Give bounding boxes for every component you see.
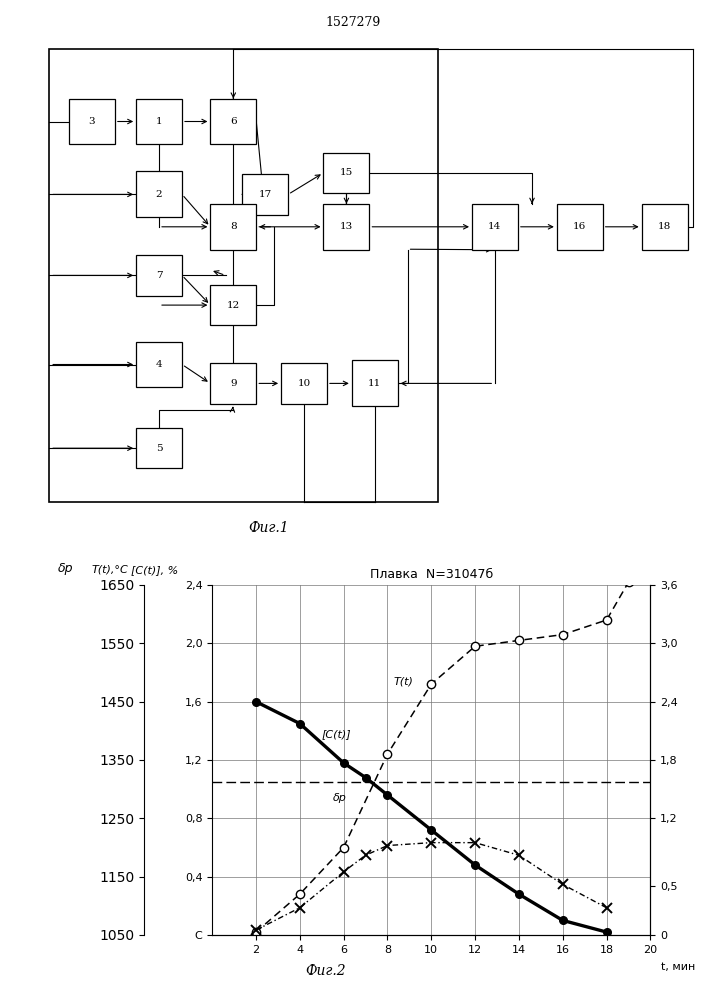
Text: Фиг.2: Фиг.2 [305,964,346,978]
Text: δp: δp [58,562,74,575]
Text: 1: 1 [156,117,163,126]
Text: 10: 10 [298,379,310,388]
Bar [211,99,256,144]
Bar [352,360,397,406]
Text: 14: 14 [489,222,501,231]
Text: 5: 5 [156,444,163,453]
Bar [211,204,256,250]
Bar [136,255,182,296]
Bar [472,204,518,250]
Text: 12: 12 [227,301,240,310]
Bar [69,99,115,144]
Text: [C(t)], %: [C(t)], % [131,565,177,575]
Text: 15: 15 [340,168,353,177]
Bar [136,171,182,217]
Text: T(t),°C: T(t),°C [91,565,128,575]
Text: [C(t)]: [C(t)] [322,729,351,739]
Text: 11: 11 [368,379,381,388]
Text: 6: 6 [230,117,237,126]
Bar [211,285,256,325]
Bar [49,49,438,502]
Text: 7: 7 [156,271,163,280]
Text: 4: 4 [156,360,163,369]
Bar [642,204,687,250]
Bar [324,153,369,193]
Text: 9: 9 [230,379,237,388]
Bar [136,99,182,144]
Text: δр: δр [333,793,346,803]
Text: Фиг.1: Фиг.1 [248,521,289,535]
Text: 16: 16 [573,222,586,231]
Bar [136,342,182,387]
Title: Плавка  N=31047б: Плавка N=31047б [370,568,493,581]
Text: 1527279: 1527279 [326,16,381,29]
Text: 18: 18 [658,222,671,231]
Bar [136,428,182,468]
Bar [324,204,369,250]
Text: 3: 3 [88,117,95,126]
Bar [211,363,256,404]
Text: 8: 8 [230,222,237,231]
Bar [557,204,602,250]
Text: 17: 17 [259,190,271,199]
Text: 2: 2 [156,190,163,199]
Text: t, мин: t, мин [661,962,696,972]
Bar [242,174,288,215]
Bar [281,363,327,404]
Text: T(t): T(t) [394,676,414,686]
Text: 13: 13 [340,222,353,231]
